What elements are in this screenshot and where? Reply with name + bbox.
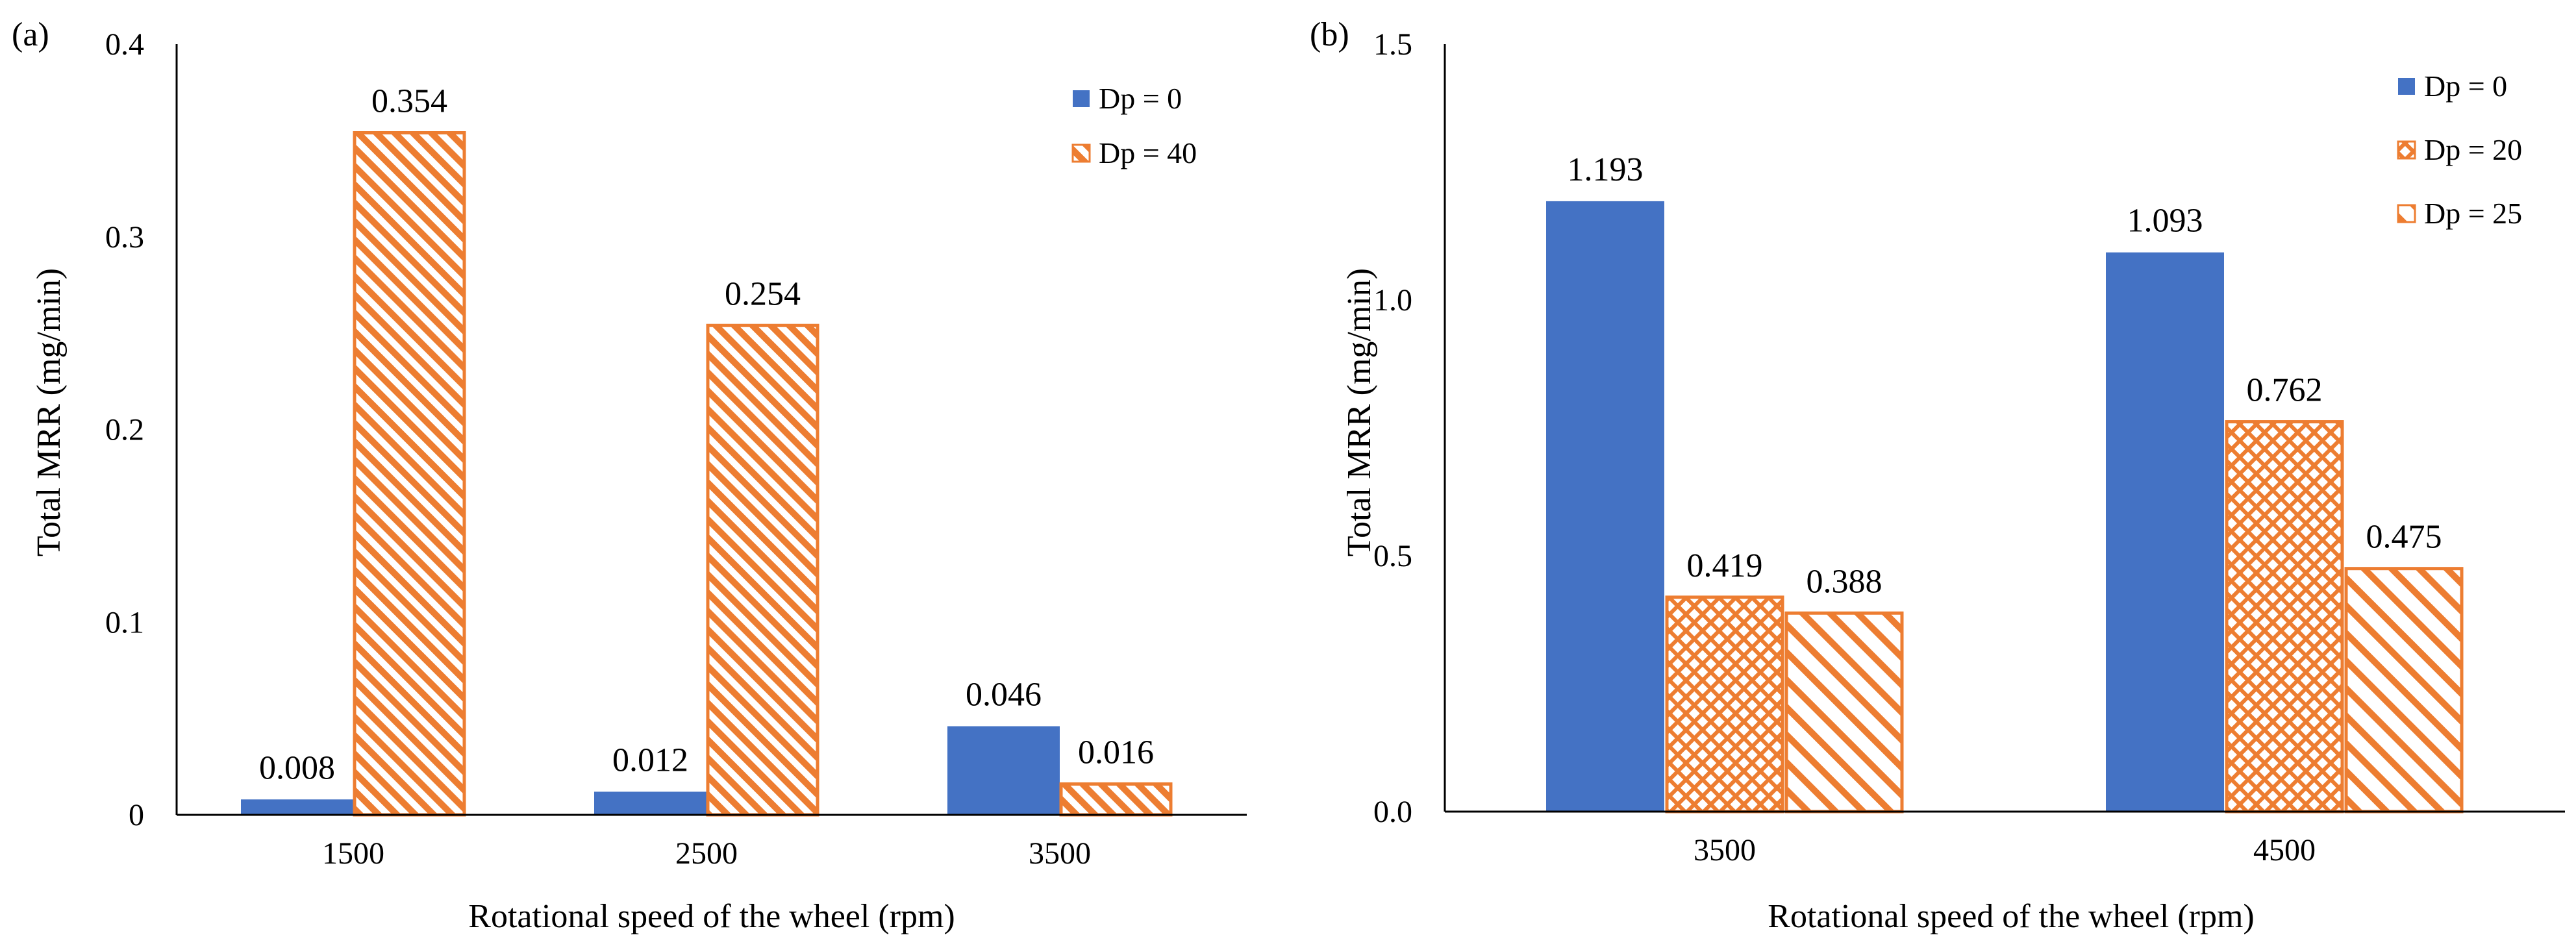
bar-dp-0-4500: [2106, 252, 2224, 812]
data-label: 0.762: [2247, 372, 2323, 409]
y-tick-label: 1.5: [1373, 27, 1412, 62]
chart-panel-a: (a) Total MRR (mg/min) Rotational speed …: [12, 16, 1247, 935]
bar-dp-25-3500: [1784, 611, 1904, 814]
y-tick-label: 0.1: [105, 605, 144, 640]
y-ticks-a: 0 0.1 0.2 0.3 0.4: [105, 27, 144, 832]
x-categories-b: 3500 4500: [1694, 833, 2316, 867]
bars-a: [241, 131, 1173, 817]
y-tick-label: 0.2: [105, 413, 144, 447]
legend-swatch: [2397, 204, 2416, 223]
legend-b: Dp = 0 Dp = 20 Dp = 25: [2397, 69, 2522, 230]
legend-label: Dp = 0: [1099, 82, 1182, 115]
data-label: 0.012: [612, 741, 688, 778]
bar-dp-0-3500: [947, 726, 1060, 815]
legend-swatch: [2397, 140, 2416, 160]
y-tick-label: 0.3: [105, 220, 144, 255]
data-label: 0.008: [259, 749, 335, 786]
y-tick-label: 0: [129, 798, 144, 832]
data-labels-a: 0.008 0.354 0.012 0.254 0.046 0.016: [259, 83, 1154, 787]
legend-swatch: [2398, 78, 2415, 95]
bar-dp-0-2500: [594, 791, 707, 815]
bar-dp-40-1500: [353, 131, 466, 817]
bar-dp-20-4500: [2225, 420, 2344, 814]
y-ticks-b: 0.0 0.5 1.0 1.5: [1373, 27, 1412, 829]
x-category-label: 4500: [2253, 833, 2316, 867]
x-axis-title-b: Rotational speed of the wheel (rpm): [1768, 898, 2254, 935]
y-tick-label: 0.5: [1373, 539, 1412, 573]
y-tick-label: 0.4: [105, 27, 144, 62]
legend-a: Dp = 0 Dp = 40: [1071, 82, 1197, 169]
legend-label: Dp = 0: [2424, 69, 2507, 103]
data-label: 0.016: [1078, 734, 1154, 771]
bar-dp-20-3500: [1665, 595, 1784, 814]
y-tick-label: 0.0: [1373, 795, 1412, 829]
data-label: 1.093: [2127, 203, 2203, 240]
bar-dp-0-3500: [1546, 201, 1664, 812]
panel-label-b: (b): [1310, 16, 1349, 53]
bars-b: [1546, 201, 2464, 814]
data-label: 0.475: [2366, 519, 2442, 556]
bar-dp-0-1500: [241, 799, 353, 815]
panel-label-a: (a): [12, 16, 49, 53]
y-axis-title-a: Total MRR (mg/min): [31, 268, 68, 556]
legend-swatch: [1071, 143, 1091, 163]
legend-label: Dp = 20: [2424, 133, 2522, 166]
y-tick-label: 1.0: [1373, 283, 1412, 317]
x-category-label: 1500: [322, 836, 384, 871]
chart-panel-b: (b) Total MRR (mg/min) Rotational speed …: [1310, 16, 2565, 935]
bar-dp-40-3500: [1059, 782, 1173, 817]
y-axis-title-b: Total MRR (mg/min): [1341, 268, 1378, 556]
data-label: 0.354: [371, 83, 447, 120]
data-label: 0.419: [1687, 547, 1763, 584]
legend-label: Dp = 25: [2424, 197, 2522, 230]
x-axis-title-a: Rotational speed of the wheel (rpm): [468, 898, 955, 935]
bar-dp-40-2500: [706, 323, 819, 817]
legend-swatch: [1073, 90, 1090, 107]
x-category-label: 3500: [1029, 836, 1091, 871]
data-label: 0.254: [725, 275, 801, 312]
bar-dp-25-4500: [2344, 567, 2464, 814]
x-categories-a: 1500 2500 3500: [322, 836, 1091, 871]
x-category-label: 3500: [1694, 833, 1756, 867]
data-label: 0.388: [1807, 563, 1882, 600]
data-label: 0.046: [966, 676, 1042, 713]
x-category-label: 2500: [675, 836, 738, 871]
legend-label: Dp = 40: [1099, 136, 1197, 169]
data-labels-b: 1.193 0.419 0.388 1.093 0.762 0.475: [1568, 151, 2442, 600]
data-label: 1.193: [1568, 151, 1644, 188]
